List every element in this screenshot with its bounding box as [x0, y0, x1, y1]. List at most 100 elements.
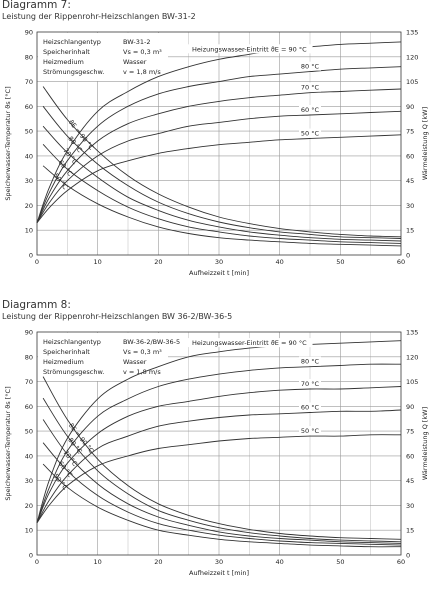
- info-label: Heizschlangentyp: [43, 338, 101, 346]
- series-label-bg: [299, 128, 321, 138]
- info-value: BW-36-2/BW-36-5: [123, 338, 180, 346]
- series-line-temperature: [36, 110, 402, 224]
- chart-title: Diagramm 8:: [2, 299, 71, 311]
- info-label: Speicherinhalt: [43, 348, 90, 356]
- series-label: Heizungswasser-Eintritt ϑE = 90 °C: [192, 339, 307, 347]
- y-tick-label: 20: [25, 202, 33, 210]
- chart-subtitle: Leistung der Rippenrohr-Heizschlangen BW…: [2, 12, 196, 21]
- y2-tick-label: 105: [406, 378, 418, 386]
- series-line-temperature: [36, 363, 402, 523]
- info-value: Vs = 0,3 m³: [123, 348, 162, 356]
- y-tick-label: 10: [25, 527, 33, 535]
- series-label: 60 °C: [301, 404, 320, 412]
- y2-tick-label: 45: [406, 177, 414, 185]
- info-label: Heizschlangentyp: [43, 38, 101, 46]
- y2-axis-label: Wärmeleistung Q [kW]: [421, 407, 429, 480]
- info-label: Speicherinhalt: [43, 48, 90, 56]
- x-tick-label: 50: [336, 558, 344, 566]
- plot-frame: [36, 331, 402, 556]
- series-label: 70 °C: [301, 380, 320, 388]
- series-line-temperature: [36, 386, 402, 523]
- chart-subtitle: Leistung der Rippenrohr-Heizschlangen BW…: [2, 312, 233, 321]
- y-tick-label: 80: [25, 353, 33, 361]
- y2-tick-label: 135: [406, 29, 418, 37]
- y-tick-label: 0: [29, 552, 33, 560]
- y2-tick-label: 15: [406, 227, 414, 235]
- y2-axis-label: Wärmeleistung Q [kW]: [421, 107, 429, 180]
- y-axis-label: Speicherwasser-Temperatur ϑs [°C]: [4, 386, 12, 500]
- series-label: 50 °C: [301, 427, 320, 435]
- series-label-bg: [299, 105, 321, 115]
- series-line-temperature: [36, 66, 402, 223]
- x-tick-label: 60: [397, 558, 405, 566]
- y-axis-label: Speicherwasser-Temperatur ϑs [°C]: [4, 86, 12, 200]
- series-line-power: [42, 106, 402, 239]
- y2-tick-label: 90: [406, 403, 414, 411]
- info-label: Strömungsgeschw.: [43, 68, 104, 76]
- y2-tick-label: 45: [406, 477, 414, 485]
- plot-frame: [36, 31, 402, 256]
- y2-tick-label: 90: [406, 103, 414, 111]
- info-value: v = 1,8 m/s: [123, 368, 161, 376]
- x-axis-label: Aufheizzeit t [min]: [189, 269, 249, 277]
- y-tick-label: 0: [29, 252, 33, 260]
- y-tick-label: 50: [25, 128, 33, 136]
- series-label: 80 °C: [301, 63, 320, 71]
- series-line-power: [42, 125, 402, 242]
- y-tick-label: 10: [25, 227, 33, 235]
- y-tick-label: 70: [25, 78, 33, 86]
- series-label-bg: [299, 61, 321, 71]
- series-line-power: [42, 86, 402, 238]
- x-tick-label: 50: [336, 258, 344, 266]
- info-box: [38, 333, 168, 381]
- info-value: Wasser: [123, 358, 147, 366]
- y-tick-label: 90: [25, 29, 33, 37]
- series-line-temperature: [36, 340, 402, 523]
- y-tick-label: 40: [25, 152, 33, 160]
- x-tick-label: 10: [94, 558, 102, 566]
- info-value: Wasser: [123, 58, 147, 66]
- y2-tick-label: 0: [406, 552, 410, 560]
- info-value: v = 1,8 m/s: [123, 68, 161, 76]
- y2-tick-label: 75: [406, 428, 414, 436]
- series-label-bg: [299, 356, 321, 366]
- series-label-bg: [186, 44, 313, 54]
- y2-tick-label: 105: [406, 78, 418, 86]
- chart-title: Diagramm 7:: [2, 0, 71, 11]
- y-tick-label: 90: [25, 329, 33, 337]
- series-label: 80 °C: [301, 358, 320, 366]
- x-tick-label: 40: [276, 258, 284, 266]
- info-label: Heizmedium: [43, 58, 84, 66]
- x-tick-label: 30: [215, 258, 223, 266]
- y-tick-label: 80: [25, 53, 33, 61]
- series-label: 50 °C: [301, 130, 320, 138]
- diagram-7: Diagramm 7: Leistung der Rippenrohr-Heiz…: [2, 0, 429, 277]
- series-label-bg: [299, 426, 321, 436]
- y-tick-label: 60: [25, 103, 33, 111]
- y-tick-label: 50: [25, 428, 33, 436]
- y-tick-label: 40: [25, 452, 33, 460]
- x-tick-label: 20: [154, 258, 162, 266]
- series-line-power: [42, 143, 402, 244]
- y-tick-label: 30: [25, 477, 33, 485]
- series-label: 70 °C: [301, 84, 320, 92]
- series-label: 60 °C: [301, 106, 320, 114]
- x-tick-label: 60: [397, 258, 405, 266]
- x-tick-label: 0: [35, 258, 39, 266]
- series-line-temperature: [36, 88, 402, 223]
- y2-tick-label: 60: [406, 452, 414, 460]
- y2-tick-label: 60: [406, 152, 414, 160]
- x-tick-label: 40: [276, 558, 284, 566]
- y2-tick-label: 120: [406, 353, 418, 361]
- x-tick-label: 30: [215, 558, 223, 566]
- series-label-bg: [299, 402, 321, 412]
- diagram-8: Diagramm 8: Leistung der Rippenrohr-Heiz…: [0, 299, 435, 600]
- y2-tick-label: 120: [406, 53, 418, 61]
- info-value: BW-31-2: [123, 38, 151, 46]
- info-value: Vs = 0,3 m³: [123, 48, 162, 56]
- x-axis-label: Aufheizzeit t [min]: [189, 569, 249, 577]
- y2-tick-label: 30: [406, 502, 414, 510]
- y2-tick-label: 135: [406, 329, 418, 337]
- series-label: Heizungswasser-Eintritt ϑE = 90 °C: [192, 45, 307, 53]
- x-tick-label: 20: [154, 558, 162, 566]
